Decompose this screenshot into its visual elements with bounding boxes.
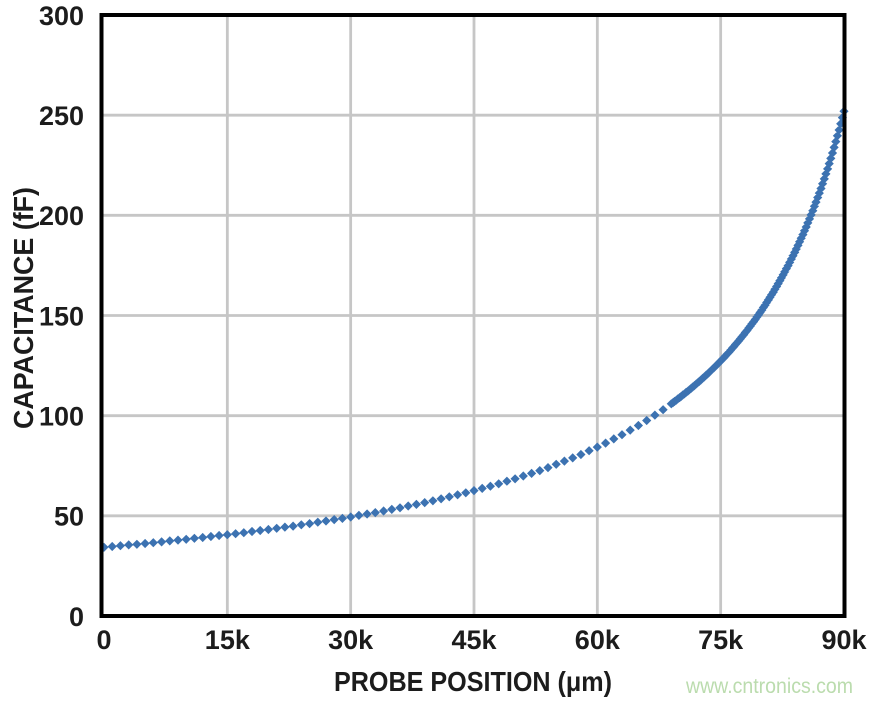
y-axis-title: CAPACITANCE (fF) <box>8 187 39 429</box>
watermark-text: www.cntronics.com <box>685 675 853 698</box>
x-tick-label: 0 <box>96 625 111 655</box>
y-tick-label: 250 <box>39 101 84 131</box>
x-tick-label: 15k <box>205 625 251 655</box>
x-tick-label: 75k <box>698 625 744 655</box>
x-axis-title: PROBE POSITION (μm) <box>334 666 612 697</box>
y-tick-label: 200 <box>39 201 84 231</box>
plot-border <box>99 13 847 618</box>
x-tick-label: 60k <box>575 625 621 655</box>
y-tick-label: 0 <box>69 602 84 632</box>
x-tick-label: 90k <box>821 625 867 655</box>
tick-layer: 0 50 100 150 200 250 300 0 15k 30k 45k 60k 75k 90k <box>39 1 868 655</box>
y-tick-label: 150 <box>39 301 84 331</box>
grid-layer <box>103 17 843 614</box>
y-tick-label: 300 <box>39 1 84 31</box>
y-tick-label: 100 <box>39 401 84 431</box>
y-tick-label: 50 <box>54 502 84 532</box>
x-tick-label: 30k <box>328 625 374 655</box>
x-tick-label: 45k <box>451 625 497 655</box>
